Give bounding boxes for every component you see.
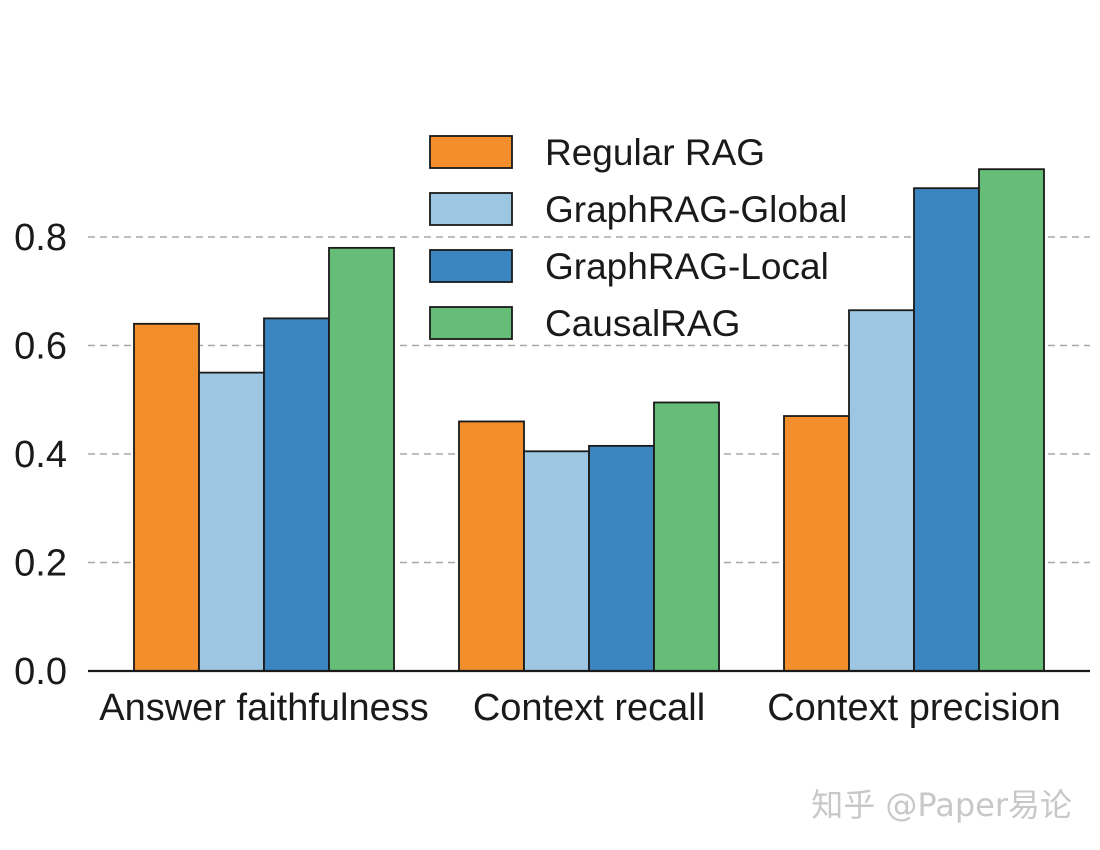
x-tick-labels: Answer faithfulness Context recall Context… — [99, 687, 1061, 729]
legend-swatch-2 — [429, 249, 513, 283]
legend-label-1: GraphRAG-Global — [545, 189, 847, 230]
y-tick-label-0: 0.0 — [14, 651, 67, 693]
bar-1-1 — [523, 450, 590, 672]
y-tick-labels: 0.0 0.2 0.4 0.6 0.8 — [14, 217, 67, 693]
legend: Regular RAG GraphRAG-Global GraphRAG-Local… — [429, 132, 847, 344]
x-tick-label-2: Context precision — [767, 687, 1061, 729]
y-tick-label-2: 0.4 — [14, 434, 67, 476]
bar-2-2 — [913, 187, 980, 672]
bar-1-0 — [198, 371, 265, 672]
y-tick-label-3: 0.6 — [14, 326, 67, 368]
bar-1-2 — [848, 309, 915, 672]
y-tick-label-1: 0.2 — [14, 543, 67, 585]
legend-label-0: Regular RAG — [545, 132, 765, 173]
x-tick-label-1: Context recall — [473, 687, 705, 729]
bar-2-0 — [263, 317, 330, 672]
bars — [133, 168, 1045, 672]
bar-3-2 — [978, 168, 1045, 672]
legend-label-2: GraphRAG-Local — [545, 246, 829, 287]
legend-label-3: CausalRAG — [545, 303, 740, 344]
legend-swatch-3 — [429, 306, 513, 340]
x-tick-label-0: Answer faithfulness — [99, 687, 429, 729]
watermark-text: 知乎 @Paper易论 — [811, 786, 1072, 824]
bar-2-1 — [588, 444, 655, 672]
bar-3-1 — [653, 401, 720, 672]
bar-3-0 — [328, 246, 395, 672]
bar-0-2 — [783, 415, 850, 672]
legend-swatch-0 — [429, 135, 513, 169]
bar-0-1 — [458, 420, 525, 672]
legend-swatch-1 — [429, 192, 513, 226]
y-tick-label-4: 0.8 — [14, 217, 67, 259]
bar-0-0 — [133, 322, 200, 672]
